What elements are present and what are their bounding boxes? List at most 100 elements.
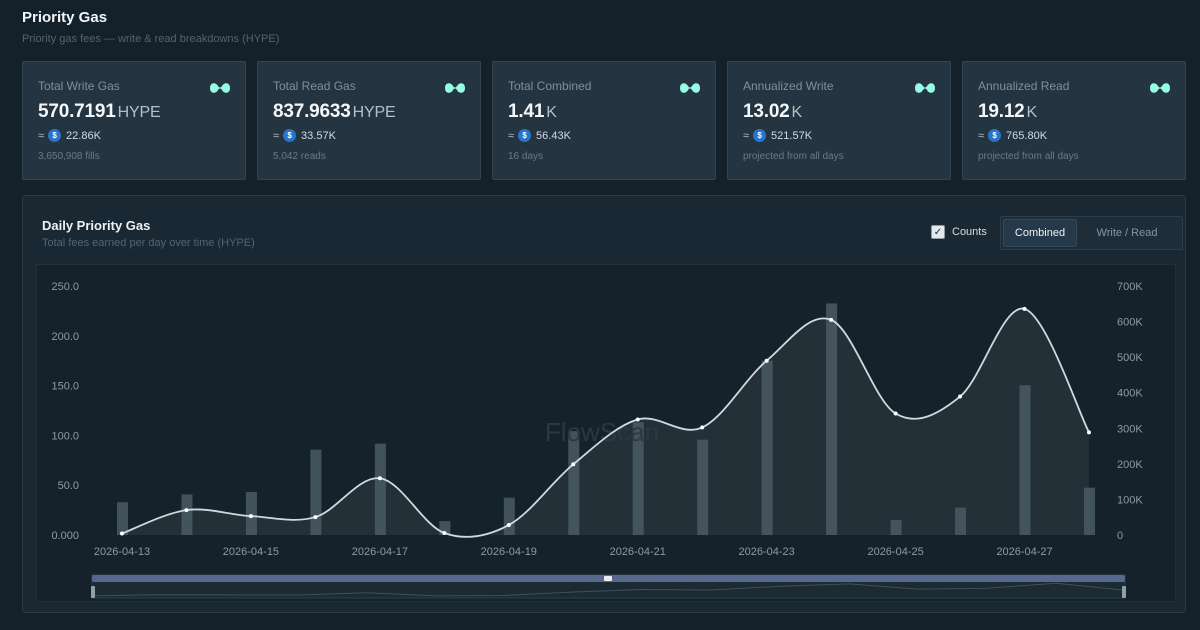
stat-card-total-read-gas: Total Read Gas 837.9633 HYPE ≈ $33.57K 5,042 … bbox=[257, 61, 481, 180]
usdc-coin-icon: $ bbox=[518, 129, 532, 142]
x-tick-label: 2026-04-23 bbox=[739, 546, 795, 558]
count-bar bbox=[568, 431, 580, 535]
stat-label: Annualized Write bbox=[743, 79, 834, 93]
usdc-coin-icon: $ bbox=[753, 129, 767, 142]
stat-card-total-combined: Total Combined 1.41 K ≈ $56.43K 16 days bbox=[492, 61, 716, 180]
line-point bbox=[635, 417, 640, 422]
line-point bbox=[571, 462, 576, 467]
stat-usd-amount: 56.43K bbox=[536, 129, 571, 142]
line-point bbox=[120, 531, 124, 536]
count-bar bbox=[890, 520, 902, 535]
counts-toggle[interactable]: ✓ Counts bbox=[931, 225, 987, 239]
line-point bbox=[248, 514, 253, 519]
x-tick-label: 2026-04-15 bbox=[223, 546, 279, 558]
stat-unit: K bbox=[546, 104, 557, 121]
stat-number: 570.7191 bbox=[38, 101, 116, 122]
chart-panel: Daily Priority Gas Total fees earned per… bbox=[22, 195, 1186, 613]
stat-usd-value: ≈ $765.80K bbox=[978, 129, 1170, 142]
range-slider-handle-right[interactable] bbox=[1122, 586, 1126, 598]
line-point bbox=[893, 411, 898, 416]
y-tick-label: 200.0 bbox=[51, 331, 79, 343]
count-bar bbox=[826, 303, 838, 535]
range-slider-grip-icon[interactable] bbox=[604, 576, 612, 581]
hyperliquid-logo-icon bbox=[915, 83, 935, 93]
stat-card-annualized-read: Annualized Read 19.12 K ≈ $765.80K projected … bbox=[962, 61, 1186, 180]
approx-symbol: ≈ bbox=[743, 129, 750, 142]
page-subtitle: Priority gas fees — write & read breakdo… bbox=[22, 33, 280, 45]
y-tick-label: 50.0 bbox=[58, 480, 79, 492]
page-title: Priority Gas bbox=[22, 9, 108, 26]
y2-tick-label: 700K bbox=[1117, 281, 1143, 293]
stat-note: projected from all days bbox=[978, 151, 1079, 162]
usdc-coin-icon: $ bbox=[283, 129, 297, 142]
hyperliquid-logo-icon bbox=[1150, 83, 1170, 93]
count-bar bbox=[117, 502, 128, 535]
count-bar bbox=[697, 439, 709, 535]
count-bar bbox=[310, 449, 322, 535]
stat-usd-amount: 22.86K bbox=[66, 129, 101, 142]
stat-unit: HYPE bbox=[117, 104, 161, 121]
counts-checkbox[interactable]: ✓ bbox=[931, 225, 945, 239]
count-bar bbox=[632, 422, 644, 535]
line-point bbox=[829, 317, 834, 322]
stat-number: 19.12 bbox=[978, 101, 1025, 122]
y2-tick-label: 300K bbox=[1117, 423, 1143, 435]
x-tick-label: 2026-04-17 bbox=[352, 546, 408, 558]
stat-value: 570.7191 HYPE bbox=[38, 101, 230, 123]
y2-tick-label: 400K bbox=[1117, 388, 1143, 400]
count-bar bbox=[374, 443, 386, 535]
range-slider-preview bbox=[91, 582, 1126, 597]
count-bar bbox=[761, 360, 773, 535]
y-tick-label: 150.0 bbox=[51, 381, 79, 393]
tab-combined[interactable]: Combined bbox=[1003, 219, 1077, 247]
stat-label: Total Write Gas bbox=[38, 79, 120, 93]
x-tick-label: 2026-04-25 bbox=[867, 546, 923, 558]
approx-symbol: ≈ bbox=[273, 129, 280, 142]
y-tick-label: 100.0 bbox=[51, 430, 79, 442]
hyperliquid-logo-icon bbox=[445, 83, 465, 93]
usdc-coin-icon: $ bbox=[48, 129, 62, 142]
hyperliquid-logo-icon bbox=[210, 83, 230, 93]
line-point bbox=[184, 508, 189, 513]
usdc-coin-icon: $ bbox=[988, 129, 1002, 142]
stat-note: 5,042 reads bbox=[273, 151, 326, 162]
chart-subtitle: Total fees earned per day over time (HYP… bbox=[42, 237, 255, 249]
line-area-fill bbox=[122, 308, 1089, 537]
stat-usd-value: ≈ $22.86K bbox=[38, 129, 230, 142]
stat-usd-amount: 33.57K bbox=[301, 129, 336, 142]
count-bar bbox=[955, 507, 967, 535]
stat-unit: K bbox=[1026, 104, 1038, 121]
y2-tick-label: 0 bbox=[1117, 530, 1123, 542]
stat-usd-value: ≈ $33.57K bbox=[273, 129, 465, 142]
tab-write-read[interactable]: Write / Read bbox=[1096, 227, 1158, 239]
stat-value: 1.41 K bbox=[508, 101, 700, 123]
daily-gas-chart: FlowScan 0.000 50.0 100.0 150.0 200.0 250.0 0 10… bbox=[51, 281, 1143, 599]
stat-card-annualized-write: Annualized Write 13.02 K ≈ $521.57K projected… bbox=[727, 61, 951, 180]
count-bar bbox=[245, 491, 257, 535]
stat-label: Annualized Read bbox=[978, 79, 1070, 93]
line-point bbox=[700, 425, 705, 430]
approx-symbol: ≈ bbox=[508, 129, 515, 142]
x-tick-label: 2026-04-21 bbox=[610, 546, 666, 558]
view-toggle: Combined Write / Read bbox=[1000, 216, 1183, 250]
stat-note: projected from all days bbox=[743, 151, 844, 162]
stat-usd-value: ≈ $521.57K bbox=[743, 129, 935, 142]
stat-number: 13.02 bbox=[743, 101, 790, 122]
y-tick-label: 250.0 bbox=[51, 281, 79, 293]
x-tick-label: 2026-04-13 bbox=[94, 546, 150, 558]
y-tick-label: 0.000 bbox=[51, 530, 79, 542]
stat-number: 1.41 bbox=[508, 101, 545, 122]
stat-usd-value: ≈ $56.43K bbox=[508, 129, 700, 142]
line-point bbox=[1022, 306, 1027, 311]
stat-note: 3,650,908 fills bbox=[38, 151, 100, 162]
hyperliquid-logo-icon bbox=[680, 83, 700, 93]
count-bar bbox=[181, 494, 193, 535]
x-tick-label: 2026-04-19 bbox=[481, 546, 537, 558]
line-point bbox=[313, 515, 318, 520]
watermark-text: FlowScan bbox=[545, 417, 659, 447]
range-slider-handle-left[interactable] bbox=[91, 586, 95, 598]
line-point bbox=[1087, 430, 1091, 435]
stat-usd-amount: 765.80K bbox=[1006, 129, 1048, 142]
stat-unit: K bbox=[791, 104, 803, 121]
count-bar bbox=[1019, 385, 1031, 535]
